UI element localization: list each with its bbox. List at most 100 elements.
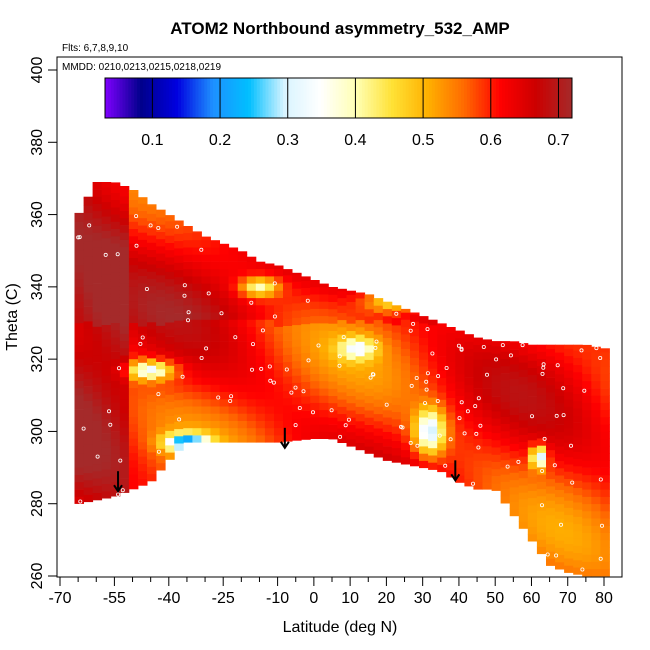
heatmap-cell (600, 395, 610, 403)
heatmap-cell (437, 327, 447, 335)
heatmap-cell (156, 238, 166, 247)
heatmap-cell (546, 413, 556, 422)
colorbar-segment (370, 78, 375, 118)
sample-point (305, 298, 310, 303)
heatmap-cell (237, 355, 248, 364)
heatmap-cell (165, 387, 175, 395)
heatmap-cell (600, 568, 610, 577)
heatmap-cell (446, 448, 456, 456)
heatmap-cell (165, 235, 175, 243)
sample-point (233, 335, 238, 340)
heatmap-cell (128, 243, 139, 251)
heatmap-cell (101, 404, 112, 412)
heatmap-cell (536, 416, 547, 424)
heatmap-cell (582, 460, 592, 468)
heatmap-cell (391, 455, 402, 463)
x-axis-label: Latitude (deg N) (283, 619, 398, 636)
sample-point (78, 499, 83, 504)
heatmap-cell (219, 290, 230, 299)
heatmap-cell (147, 278, 157, 287)
heatmap-cell (92, 319, 103, 327)
heatmap-cell (110, 358, 121, 367)
heatmap-cell (110, 182, 121, 186)
heatmap-cell (455, 424, 465, 433)
heatmap-cell (283, 311, 293, 319)
heatmap-cell (92, 362, 103, 371)
heatmap-cell (283, 347, 293, 355)
heatmap-cell (555, 374, 565, 382)
heatmap-cell (92, 348, 103, 356)
heatmap-cell (264, 283, 275, 291)
heatmap-cell (600, 532, 610, 541)
heatmap-cell (546, 406, 556, 415)
sample-point (411, 321, 416, 326)
heatmap-cell (101, 490, 112, 499)
heatmap-cell (119, 485, 130, 493)
heatmap-cell (382, 431, 393, 440)
heatmap-cell (174, 327, 184, 336)
heatmap-cell (301, 381, 311, 390)
heatmap-cell (183, 341, 193, 349)
heatmap-cell (165, 452, 175, 460)
heatmap-cell (546, 500, 556, 509)
heatmap-cell (582, 388, 592, 396)
colorbar-segment (408, 78, 412, 118)
sample-point (505, 464, 510, 469)
heatmap-cell (391, 317, 402, 326)
heatmap-cell (446, 361, 456, 370)
heatmap-cell (165, 336, 175, 345)
arrow-head (450, 473, 461, 483)
heatmap-cell (455, 395, 465, 404)
heatmap-cell (101, 310, 112, 318)
heatmap-cell (600, 388, 610, 396)
x-tick-label: 40 (450, 590, 468, 607)
sample-point (199, 355, 204, 360)
heatmap-cell (156, 311, 166, 319)
heatmap-cell (491, 382, 502, 390)
heatmap-cell (391, 390, 402, 398)
heatmap-cell (237, 312, 248, 320)
heatmap-cell (582, 510, 592, 519)
heatmap-cell (546, 543, 556, 552)
colorbar-segment (358, 78, 363, 118)
heatmap-cell (410, 357, 420, 366)
heatmap-cell (364, 359, 375, 368)
heatmap-cell (165, 322, 175, 330)
heatmap-cell (500, 380, 511, 388)
heatmap-cell (101, 317, 112, 325)
heatmap-cell (274, 406, 284, 414)
colorbar-segment (145, 78, 150, 118)
sample-point (293, 423, 298, 428)
heatmap-cell (74, 228, 84, 237)
sample-point (81, 426, 86, 431)
heatmap-cell (219, 333, 230, 342)
heatmap-cell (283, 269, 293, 276)
heatmap-cell (83, 443, 94, 452)
heatmap-cell (138, 340, 148, 349)
heatmap-cell (310, 424, 320, 432)
heatmap-cell (165, 401, 175, 410)
heatmap-cell (573, 494, 583, 503)
heatmap-cell (536, 402, 547, 410)
heatmap-cell (128, 481, 139, 490)
heatmap-cell (400, 428, 411, 436)
heatmap-cell (92, 312, 103, 320)
heatmap-cell (138, 217, 148, 226)
heatmap-cell (74, 416, 84, 425)
heatmap-cell (237, 406, 248, 414)
heatmap-cell (92, 369, 103, 378)
heatmap-cell (192, 391, 202, 400)
heatmap-cell (382, 323, 393, 331)
heatmap-cell (555, 439, 565, 447)
sample-point (186, 310, 191, 315)
heatmap-cell (292, 411, 302, 420)
heatmap-cell (555, 410, 565, 418)
heatmap-cell (382, 417, 393, 425)
heatmap-cell (110, 467, 121, 475)
heatmap-cell (274, 362, 284, 371)
heatmap-cell (546, 486, 556, 494)
heatmap-cell (174, 255, 184, 263)
heatmap-cell (373, 312, 384, 321)
heatmap-cell (210, 420, 220, 429)
heatmap-cell (147, 415, 157, 424)
